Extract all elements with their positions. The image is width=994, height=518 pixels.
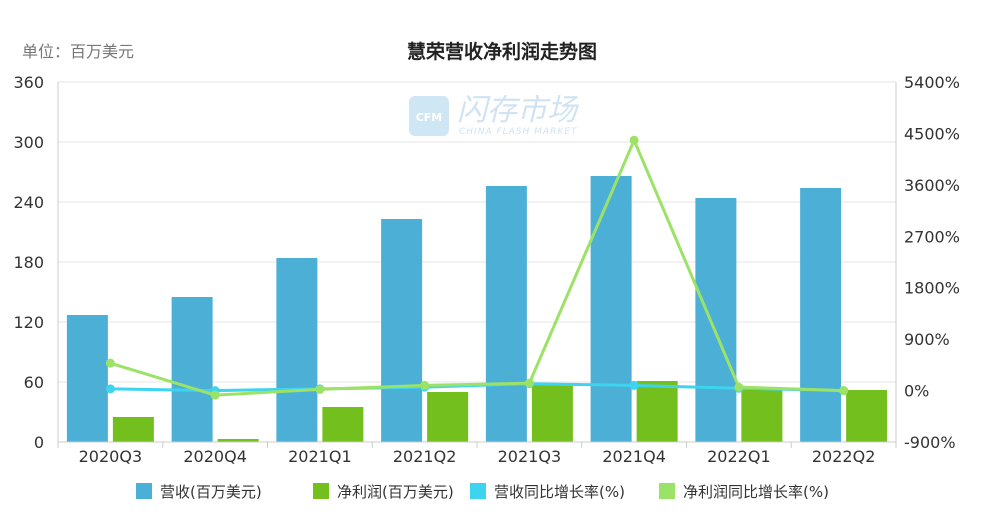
profit-yoy-point	[315, 384, 325, 394]
y-left-tick-label: 240	[13, 193, 44, 212]
grid-lines	[58, 81, 896, 383]
legend-swatch	[313, 483, 329, 499]
revenue-bar	[381, 219, 423, 442]
legend-label: 净利润同比增长率(%)	[683, 483, 829, 501]
x-tick-label: 2021Q1	[288, 447, 352, 466]
watermark: CFM 闪存市场 CHINA FLASH MARKET	[409, 93, 580, 137]
axes: 0 60 120 180 240 300 360 -900% 0% 900% 1800% 2700% 3…	[13, 73, 959, 466]
legend-swatch	[659, 483, 675, 499]
net-profit-bar	[217, 439, 259, 442]
y-right-tick-label: 0%	[904, 382, 929, 401]
profit-yoy-point	[734, 382, 744, 392]
revenue-bar	[695, 198, 737, 442]
x-tick-label: 2020Q4	[183, 447, 247, 466]
y-right-tick-label: 2700%	[904, 227, 960, 246]
revenue-yoy-point	[105, 384, 115, 394]
y-right-tick-label: 5400%	[904, 73, 960, 92]
watermark-subtitle: CHINA FLASH MARKET	[459, 127, 578, 137]
profit-yoy-point	[524, 378, 534, 388]
bars	[66, 176, 888, 442]
net-profit-bar	[322, 407, 364, 442]
net-profit-bar	[741, 387, 783, 442]
revenue-bar	[66, 315, 108, 442]
revenue-bar	[485, 186, 527, 442]
y-left-tick-label: 180	[13, 253, 44, 272]
revenue-yoy-point	[629, 380, 639, 390]
y-left-tick-label: 300	[13, 133, 44, 152]
x-tick-label: 2021Q3	[498, 447, 562, 466]
x-tick-label: 2021Q4	[602, 447, 666, 466]
y-left-tick-label: 60	[24, 373, 44, 392]
net-profit-bar	[531, 385, 573, 442]
watermark-title: 闪存市场	[457, 93, 580, 128]
net-profit-bar	[112, 417, 154, 442]
legend-swatch	[136, 483, 152, 499]
net-profit-bar	[846, 390, 888, 442]
x-tick-label: 2021Q2	[393, 447, 457, 466]
profit-yoy-point	[105, 358, 115, 368]
watermark-logo-icon	[409, 96, 449, 136]
profit-yoy-line	[109, 138, 844, 397]
chart-title: 慧荣营收净利润走势图	[407, 40, 597, 63]
y-right-tick-label: 900%	[904, 330, 950, 349]
watermark-logo-text: CFM	[416, 111, 443, 124]
profit-yoy-point	[420, 380, 430, 390]
y-right-tick-label: -900%	[904, 433, 956, 452]
legend-label: 净利润(百万美元)	[337, 483, 454, 501]
legend-swatch	[470, 483, 486, 499]
legend: 营收(百万美元) 净利润(百万美元) 营收同比增长率(%) 净利润同比增长率(%)	[136, 483, 829, 501]
revenue-bar	[800, 188, 842, 442]
x-tick-label: 2022Q2	[812, 447, 876, 466]
legend-label: 营收同比增长率(%)	[494, 483, 625, 501]
revenue-bar	[590, 176, 632, 442]
net-profit-bar	[636, 381, 678, 442]
net-profit-bar	[427, 392, 469, 442]
y-left-tick-label: 0	[34, 433, 44, 452]
y-left-tick-label: 120	[13, 313, 44, 332]
profit-yoy-point	[839, 386, 849, 396]
revenue-bar	[276, 258, 318, 442]
y-right-tick-label: 3600%	[904, 176, 960, 195]
profit-yoy-point	[210, 390, 220, 400]
y-right-tick-label: 4500%	[904, 124, 960, 143]
lines	[105, 135, 849, 400]
unit-label: 单位：百万美元	[22, 42, 134, 61]
y-right-tick-label: 1800%	[904, 279, 960, 298]
profit-yoy-point	[629, 135, 639, 145]
legend-label: 营收(百万美元)	[160, 483, 262, 501]
y-left-tick-label: 360	[13, 73, 44, 92]
x-tick-label: 2020Q3	[79, 447, 143, 466]
x-tick-label: 2022Q1	[707, 447, 771, 466]
revenue-bar	[171, 297, 213, 442]
